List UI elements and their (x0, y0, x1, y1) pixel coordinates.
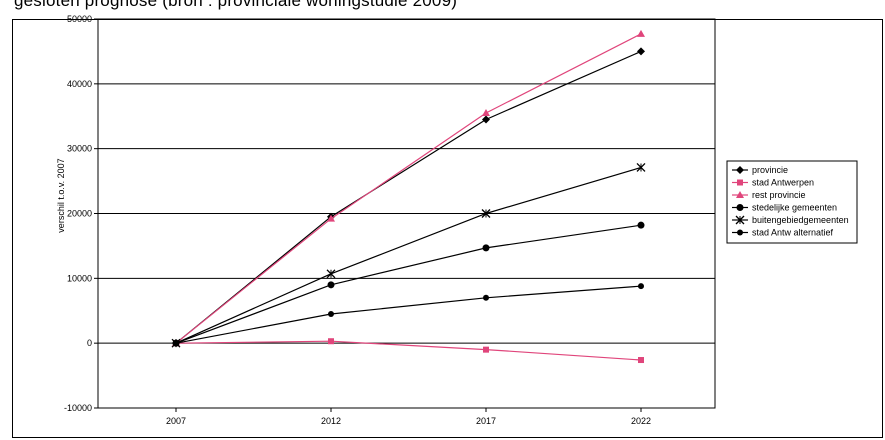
x-tick-label: 2017 (476, 416, 496, 426)
data-point (736, 191, 744, 198)
data-point (636, 163, 646, 172)
series-provincie (172, 47, 645, 348)
data-point (326, 269, 336, 279)
x-tick-label: 2012 (321, 416, 341, 426)
data-point (483, 346, 489, 353)
data-point (637, 29, 645, 37)
data-point (737, 179, 743, 186)
x-tick-label: 2022 (631, 416, 651, 426)
data-point (736, 204, 744, 211)
data-point (736, 166, 744, 174)
legend-label: stad Antwerpen (752, 178, 814, 188)
legend-box (726, 160, 858, 244)
series-buitengebiedgemeenten (171, 163, 646, 348)
chart-caption: gesloten prognose (bron : provinciale wo… (14, 0, 458, 10)
legend-item: stad Antw alternatief (732, 228, 834, 238)
data-point (482, 244, 490, 252)
legend-label: stad Antw alternatief (752, 228, 834, 238)
data-point (173, 340, 179, 347)
x-tick-label: 2007 (166, 416, 186, 426)
legend-item: stad Antwerpen (732, 178, 814, 188)
series-line (175, 50, 642, 344)
series-rest-provincie (172, 29, 645, 347)
data-point (328, 310, 334, 317)
legend-label: provincie (752, 165, 788, 175)
y-tick-label: -10000 (64, 403, 92, 413)
data-point (737, 229, 743, 236)
data-point (328, 338, 334, 345)
grid-lines (98, 83, 715, 344)
series-line (175, 224, 642, 344)
series-group (171, 29, 646, 364)
legend-item: stedelijke gemeenten (732, 203, 837, 213)
y-tick-label: 30000 (67, 144, 92, 154)
data-point (327, 281, 335, 289)
data-point (638, 283, 644, 290)
data-point (735, 215, 745, 225)
series-line (175, 166, 642, 344)
data-point (483, 294, 489, 301)
legend-item: buitengebiedgemeenten (732, 215, 849, 225)
data-point (637, 47, 645, 56)
legend-label: stedelijke gemeenten (752, 203, 837, 213)
series-stad-antw-alternatief (173, 283, 644, 347)
data-point (327, 214, 335, 222)
legend-item: rest provincie (732, 190, 806, 200)
legend-label: rest provincie (752, 190, 806, 200)
axes: -10000 0 10000 20000 30000 40000 50000 2007 2012… (56, 14, 716, 426)
series-stedelijke-gemeenten (172, 221, 645, 347)
y-tick-label: 50000 (67, 14, 92, 24)
legend-item: provincie (732, 165, 788, 175)
series-line (175, 33, 642, 344)
data-point (481, 209, 491, 218)
data-point (482, 109, 490, 117)
y-tick-label: 10000 (67, 273, 92, 283)
series-line (175, 285, 642, 344)
y-tick-label: 20000 (67, 209, 92, 219)
legend-label: buitengebiedgemeenten (752, 215, 849, 225)
y-tick-label: 40000 (67, 79, 92, 89)
data-point (638, 357, 644, 364)
series-line (175, 340, 642, 361)
data-point (637, 221, 645, 229)
series-stad-antwerpen (173, 338, 644, 364)
legend: provincie stad Antwerpen rest provincie ste… (726, 160, 858, 244)
y-tick-label: 0 (87, 338, 92, 348)
data-point (482, 115, 490, 124)
y-axis-label: verschil t.o.v. 2007 (56, 158, 66, 232)
